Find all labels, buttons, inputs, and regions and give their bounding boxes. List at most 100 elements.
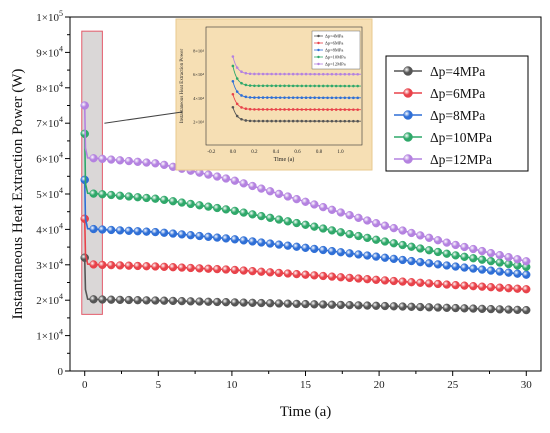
data-point	[477, 282, 487, 291]
inset-data-point	[274, 119, 278, 123]
data-point	[124, 261, 134, 270]
inset-x-tick-label: 0.6	[294, 150, 301, 155]
data-point	[204, 202, 213, 211]
inset-legend-label: Δp=8MPa	[325, 48, 343, 53]
data-point	[504, 284, 513, 293]
inset-data-point	[240, 81, 243, 85]
y-axis-ticks: 0 1×104 2×104 3×104 4×104 5×104 6×104 7×104 8×10…	[36, 9, 70, 378]
data-point	[460, 263, 469, 272]
data-point	[98, 190, 107, 199]
inset-data-point	[304, 72, 308, 76]
inset-chart: -0.2 0.0 0.2 0.4 0.6 0.8 1.0 2×10⁴ 4×10⁴ 6×10⁴ 8×1…	[104, 18, 373, 171]
data-point	[292, 242, 301, 251]
data-point	[433, 260, 443, 269]
data-point	[151, 159, 160, 168]
inset-data-point	[300, 72, 304, 76]
inset-data-point	[313, 96, 316, 100]
inset-data-point	[347, 108, 351, 111]
data-point	[274, 215, 284, 224]
data-point	[327, 226, 337, 235]
inset-data-point	[326, 108, 329, 111]
inset-data-point	[334, 72, 338, 76]
inset-data-point	[235, 102, 239, 106]
data-point	[416, 302, 425, 312]
data-point	[257, 184, 266, 193]
data-point	[239, 236, 248, 245]
inset-data-point	[343, 84, 347, 88]
data-point	[151, 296, 160, 305]
data-point	[486, 266, 496, 275]
data-point	[89, 260, 98, 269]
data-point	[398, 240, 407, 250]
data-point	[248, 237, 257, 246]
data-point	[230, 176, 240, 185]
inset-data-point	[300, 84, 304, 88]
x-tick-label: 0	[82, 379, 88, 391]
data-point	[504, 253, 513, 262]
inset-data-point	[296, 108, 299, 111]
data-point	[230, 206, 240, 216]
data-point	[248, 210, 257, 219]
data-point	[266, 213, 275, 222]
data-point	[495, 283, 504, 292]
data-point	[398, 277, 407, 286]
highlight-layer	[81, 30, 103, 315]
data-point	[168, 296, 178, 306]
inset-data-point	[309, 96, 312, 100]
inset-data-point	[231, 64, 235, 68]
inset-data-point	[235, 77, 239, 80]
data-point	[345, 211, 354, 220]
inset-data-point	[270, 84, 273, 88]
inset-data-point	[330, 84, 334, 88]
data-point	[283, 269, 292, 278]
data-point	[204, 232, 213, 241]
data-point	[460, 304, 469, 313]
inset-data-point	[291, 108, 295, 111]
x-axis-label: Time (a)	[280, 404, 332, 420]
data-point	[416, 231, 425, 240]
legend-marker	[403, 132, 413, 142]
data-point	[495, 258, 504, 267]
data-point	[477, 265, 487, 274]
data-point	[477, 246, 487, 256]
data-point	[107, 225, 116, 235]
data-point	[442, 249, 451, 258]
inset-data-point	[352, 119, 355, 123]
inset-data-point	[231, 105, 235, 109]
inset-data-point	[244, 83, 248, 87]
inset-data-point	[278, 108, 282, 111]
series-line	[83, 133, 527, 268]
inset-data-point	[321, 119, 325, 123]
data-point	[257, 267, 266, 276]
data-point	[469, 282, 478, 291]
data-point	[380, 301, 390, 311]
inset-data-point	[326, 84, 329, 88]
inset-data-point	[261, 119, 265, 123]
data-point	[266, 299, 275, 308]
inset-data-point	[283, 108, 286, 111]
inset-data-point	[231, 92, 235, 96]
inset-data-point	[278, 96, 282, 99]
data-point	[107, 155, 116, 164]
inset-data-point	[266, 72, 269, 76]
x-tick-label: 25	[447, 379, 459, 391]
data-point	[115, 156, 125, 165]
data-point	[372, 275, 381, 284]
inset-data-point	[309, 119, 312, 123]
inset-data-point	[287, 84, 291, 88]
data-point	[151, 262, 160, 271]
data-point	[319, 300, 328, 309]
inset-data-point	[248, 119, 252, 123]
inset-data-point	[244, 107, 248, 111]
data-point	[142, 262, 151, 271]
inset-data-point	[253, 108, 256, 111]
inset-data-point	[304, 96, 308, 100]
inset-x-tick-label: 1.0	[337, 150, 344, 155]
inset-data-point	[278, 119, 282, 123]
data-point	[98, 295, 107, 304]
data-point	[407, 278, 416, 287]
data-point	[327, 272, 337, 281]
inset-data-point	[231, 55, 235, 58]
inset-data-point	[356, 108, 359, 111]
inset-data-point	[300, 96, 304, 99]
